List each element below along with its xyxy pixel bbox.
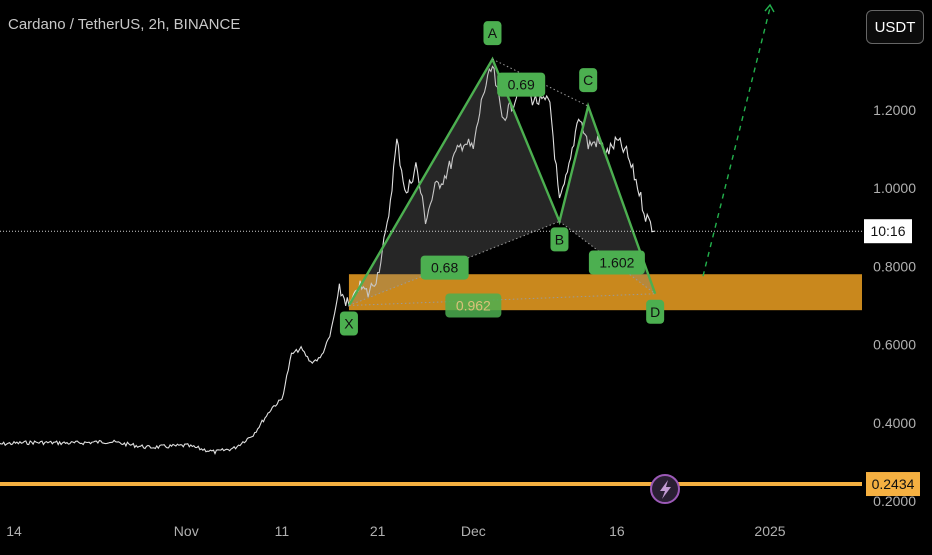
pattern-triangle-bcd <box>559 106 656 294</box>
pattern-label-c: C <box>583 72 593 88</box>
pattern-label-box <box>339 311 358 336</box>
y-tick-label: 1.0000 <box>873 180 916 196</box>
ratio-label-2: 1.602 <box>599 254 634 270</box>
current-price-badge <box>864 219 912 244</box>
y-tick-label: 0.6000 <box>873 337 916 353</box>
pattern-label-box <box>579 68 598 93</box>
x-tick-label: Nov <box>174 523 199 539</box>
pattern-triangle-xab <box>348 59 560 306</box>
ratio-line-xd <box>348 293 656 306</box>
ratio-label-1: 0.69 <box>508 77 535 93</box>
x-tick-label: 14 <box>6 523 22 539</box>
support-badge <box>866 472 920 497</box>
x-tick-label: 21 <box>370 523 386 539</box>
pattern-label-a: A <box>488 25 498 41</box>
ratio-label-0: 0.68 <box>431 260 458 276</box>
x-tick-label: 2025 <box>754 523 785 539</box>
x-tick-label: Dec <box>461 523 486 539</box>
lightning-glyph <box>660 480 671 500</box>
ratio-label-3: 0.962 <box>456 298 491 314</box>
projection-arrowhead <box>764 3 775 13</box>
chart-title: Cardano / TetherUS, 2h, BINANCE <box>8 16 241 33</box>
ratio-label-box <box>588 250 645 275</box>
pattern-label-box <box>646 299 665 324</box>
x-tick-label: 16 <box>609 523 625 539</box>
y-tick-label: 0.8000 <box>873 258 916 274</box>
ratio-label-box <box>445 293 502 318</box>
pattern-label-d: D <box>650 304 660 320</box>
ratio-label-box <box>497 72 546 97</box>
y-tick-label: 0.4000 <box>873 415 916 431</box>
pattern-label-box <box>550 227 569 252</box>
pattern-label-b: B <box>555 231 564 247</box>
x-tick-label: 11 <box>275 523 290 539</box>
target-zone <box>348 274 862 311</box>
y-tick-label: 1.2000 <box>873 102 916 118</box>
price-line <box>0 65 656 456</box>
pattern-label-x: X <box>344 316 354 332</box>
projection-line <box>702 7 771 277</box>
support-price-text: 0.2434 <box>872 476 915 492</box>
y-tick-label: 0.2000 <box>873 493 916 509</box>
currency-button[interactable]: USDT <box>866 10 924 44</box>
ratio-label-box <box>420 255 469 280</box>
pattern-label-box <box>483 21 502 46</box>
current-price-text: 10:16 <box>870 223 905 239</box>
